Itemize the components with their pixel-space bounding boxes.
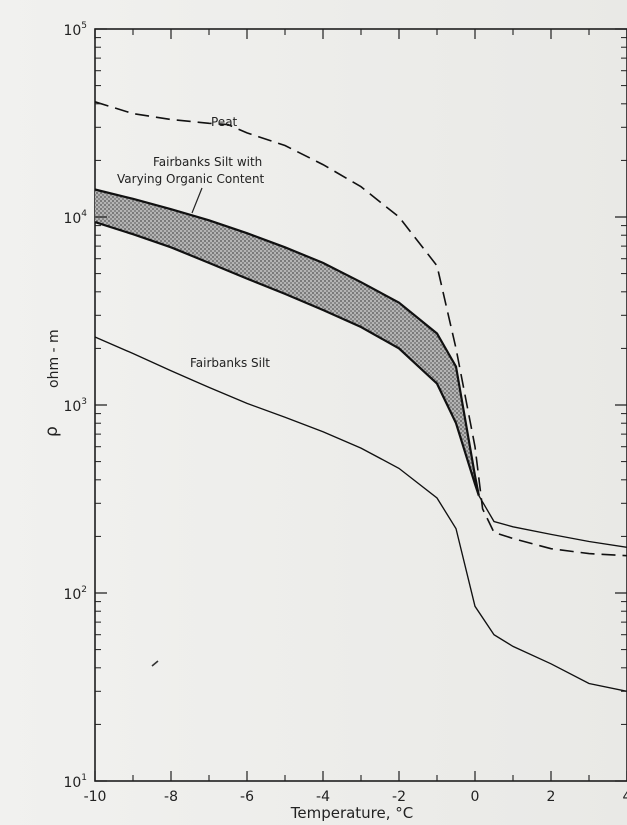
stray-tick-mark bbox=[151, 660, 159, 667]
series-line-fairbanks-silt bbox=[94, 336, 627, 692]
x-tick-label: 4 bbox=[623, 789, 627, 805]
y-tick-label: 105 bbox=[63, 21, 87, 39]
annotation-band-leader bbox=[191, 187, 203, 214]
organic-content-band bbox=[95, 189, 479, 496]
curve-layer bbox=[94, 101, 627, 692]
series-line-peat bbox=[94, 101, 627, 557]
organic-content-band-lower-boundary bbox=[94, 221, 480, 496]
x-tick-label: -2 bbox=[392, 789, 406, 805]
y-tick-label: 103 bbox=[63, 397, 87, 415]
series-line-unlabeled-2 bbox=[478, 495, 627, 548]
plot-frame-layer bbox=[94, 28, 627, 782]
organic-content-band-layer bbox=[94, 188, 480, 496]
x-tick-label: -4 bbox=[316, 789, 330, 805]
y-tick-label: 101 bbox=[63, 773, 87, 791]
annotation-band-line-1: Fairbanks Silt with bbox=[153, 155, 262, 169]
x-tick-label: -10 bbox=[84, 789, 107, 805]
x-tick-label: 2 bbox=[547, 789, 556, 805]
y-axis-symbol: ρ bbox=[42, 426, 62, 437]
y-tick-label: 102 bbox=[63, 585, 87, 603]
axis-layer: -10 -8 -6 -4 -2 0 2 4 101 102 103 104 105 bbox=[63, 21, 627, 805]
x-tick-label: -8 bbox=[164, 789, 178, 805]
plot-frame bbox=[94, 28, 627, 782]
organic-content-band-upper-boundary bbox=[94, 188, 480, 496]
x-axis-title: Temperature, °C bbox=[290, 804, 414, 822]
annotation-fairbanks-silt: Fairbanks Silt bbox=[190, 356, 270, 370]
y-axis-unit: ohm - m bbox=[46, 329, 62, 388]
x-tick-label: 0 bbox=[471, 789, 480, 805]
annotation-peat: Peat bbox=[211, 115, 238, 129]
x-tick-label: -6 bbox=[240, 789, 254, 805]
y-tick-label: 104 bbox=[63, 209, 87, 227]
annotation-band-line-2: Varying Organic Content bbox=[117, 172, 265, 186]
